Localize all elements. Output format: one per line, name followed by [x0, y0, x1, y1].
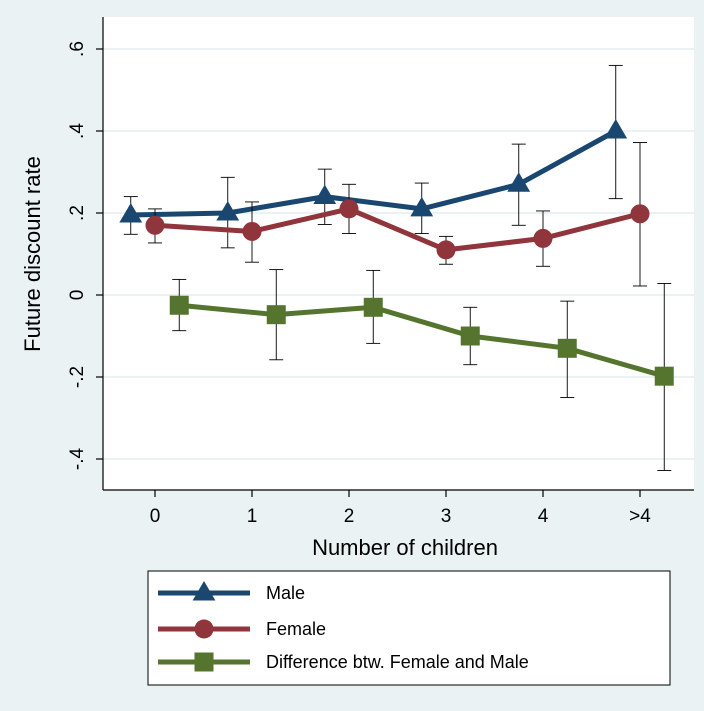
legend-item-female: Female: [158, 619, 326, 639]
y-tick-label: 0: [67, 290, 88, 301]
x-axis-title: Number of children: [312, 535, 498, 560]
x-tick-label: 3: [441, 506, 452, 527]
legend-label: Male: [266, 583, 305, 603]
marker-square: [363, 297, 383, 317]
marker-triangle: [604, 119, 628, 139]
series-line: [179, 302, 665, 379]
x-tick-label: >4: [629, 506, 651, 527]
marker-circle: [145, 215, 165, 235]
series-line: [154, 206, 641, 253]
marker-triangle: [313, 184, 337, 205]
marker-triangle: [216, 201, 240, 221]
y-tick-label: .6: [67, 41, 88, 57]
marker-circle: [194, 619, 214, 639]
y-tick-label: .4: [67, 123, 88, 139]
marker-circle: [436, 240, 456, 260]
marker-circle: [630, 204, 650, 224]
y-axis-title: Future discount rate: [20, 156, 45, 352]
marker-square: [460, 326, 480, 346]
marker-triangle: [192, 581, 216, 601]
y-tick-label: -.4: [67, 447, 88, 470]
y-axis-ticks: .6 .4 .2 0 -.2 -.4: [67, 41, 103, 470]
marker-circle: [339, 199, 359, 219]
marker-triangle: [119, 203, 143, 223]
series-male: [119, 64, 628, 249]
legend-item-male: Male: [158, 581, 305, 603]
y-tick-label: -.2: [67, 366, 88, 388]
x-tick-label: 1: [247, 506, 258, 527]
plot-area: [103, 17, 694, 490]
legend-label: Difference btw. Female and Male: [266, 652, 529, 672]
x-axis-ticks: 0 1 2 3 4 >4: [150, 490, 651, 527]
axes: [102, 17, 694, 491]
series-difference-btw-female-and-male: [169, 269, 674, 471]
series-layer: [119, 64, 674, 471]
legend-label: Female: [266, 619, 326, 639]
marker-square: [194, 652, 214, 672]
x-tick-label: 0: [150, 506, 161, 527]
marker-circle: [533, 228, 553, 248]
marker-square: [169, 295, 189, 315]
marker-square: [654, 366, 674, 386]
marker-triangle: [507, 172, 531, 192]
series-line: [130, 128, 617, 218]
y-tick-label: .2: [67, 205, 88, 221]
series-female: [145, 142, 650, 287]
marker-circle: [242, 221, 262, 241]
x-tick-label: 2: [344, 506, 355, 527]
marker-triangle: [410, 196, 434, 217]
x-tick-label: 4: [538, 506, 549, 527]
legend: Male Female Difference btw. Female and Mal…: [147, 570, 671, 686]
marker-square: [557, 338, 577, 358]
marker-square: [266, 305, 286, 325]
legend-item-difference-btw-female-and-male: Difference btw. Female and Male: [158, 652, 529, 672]
